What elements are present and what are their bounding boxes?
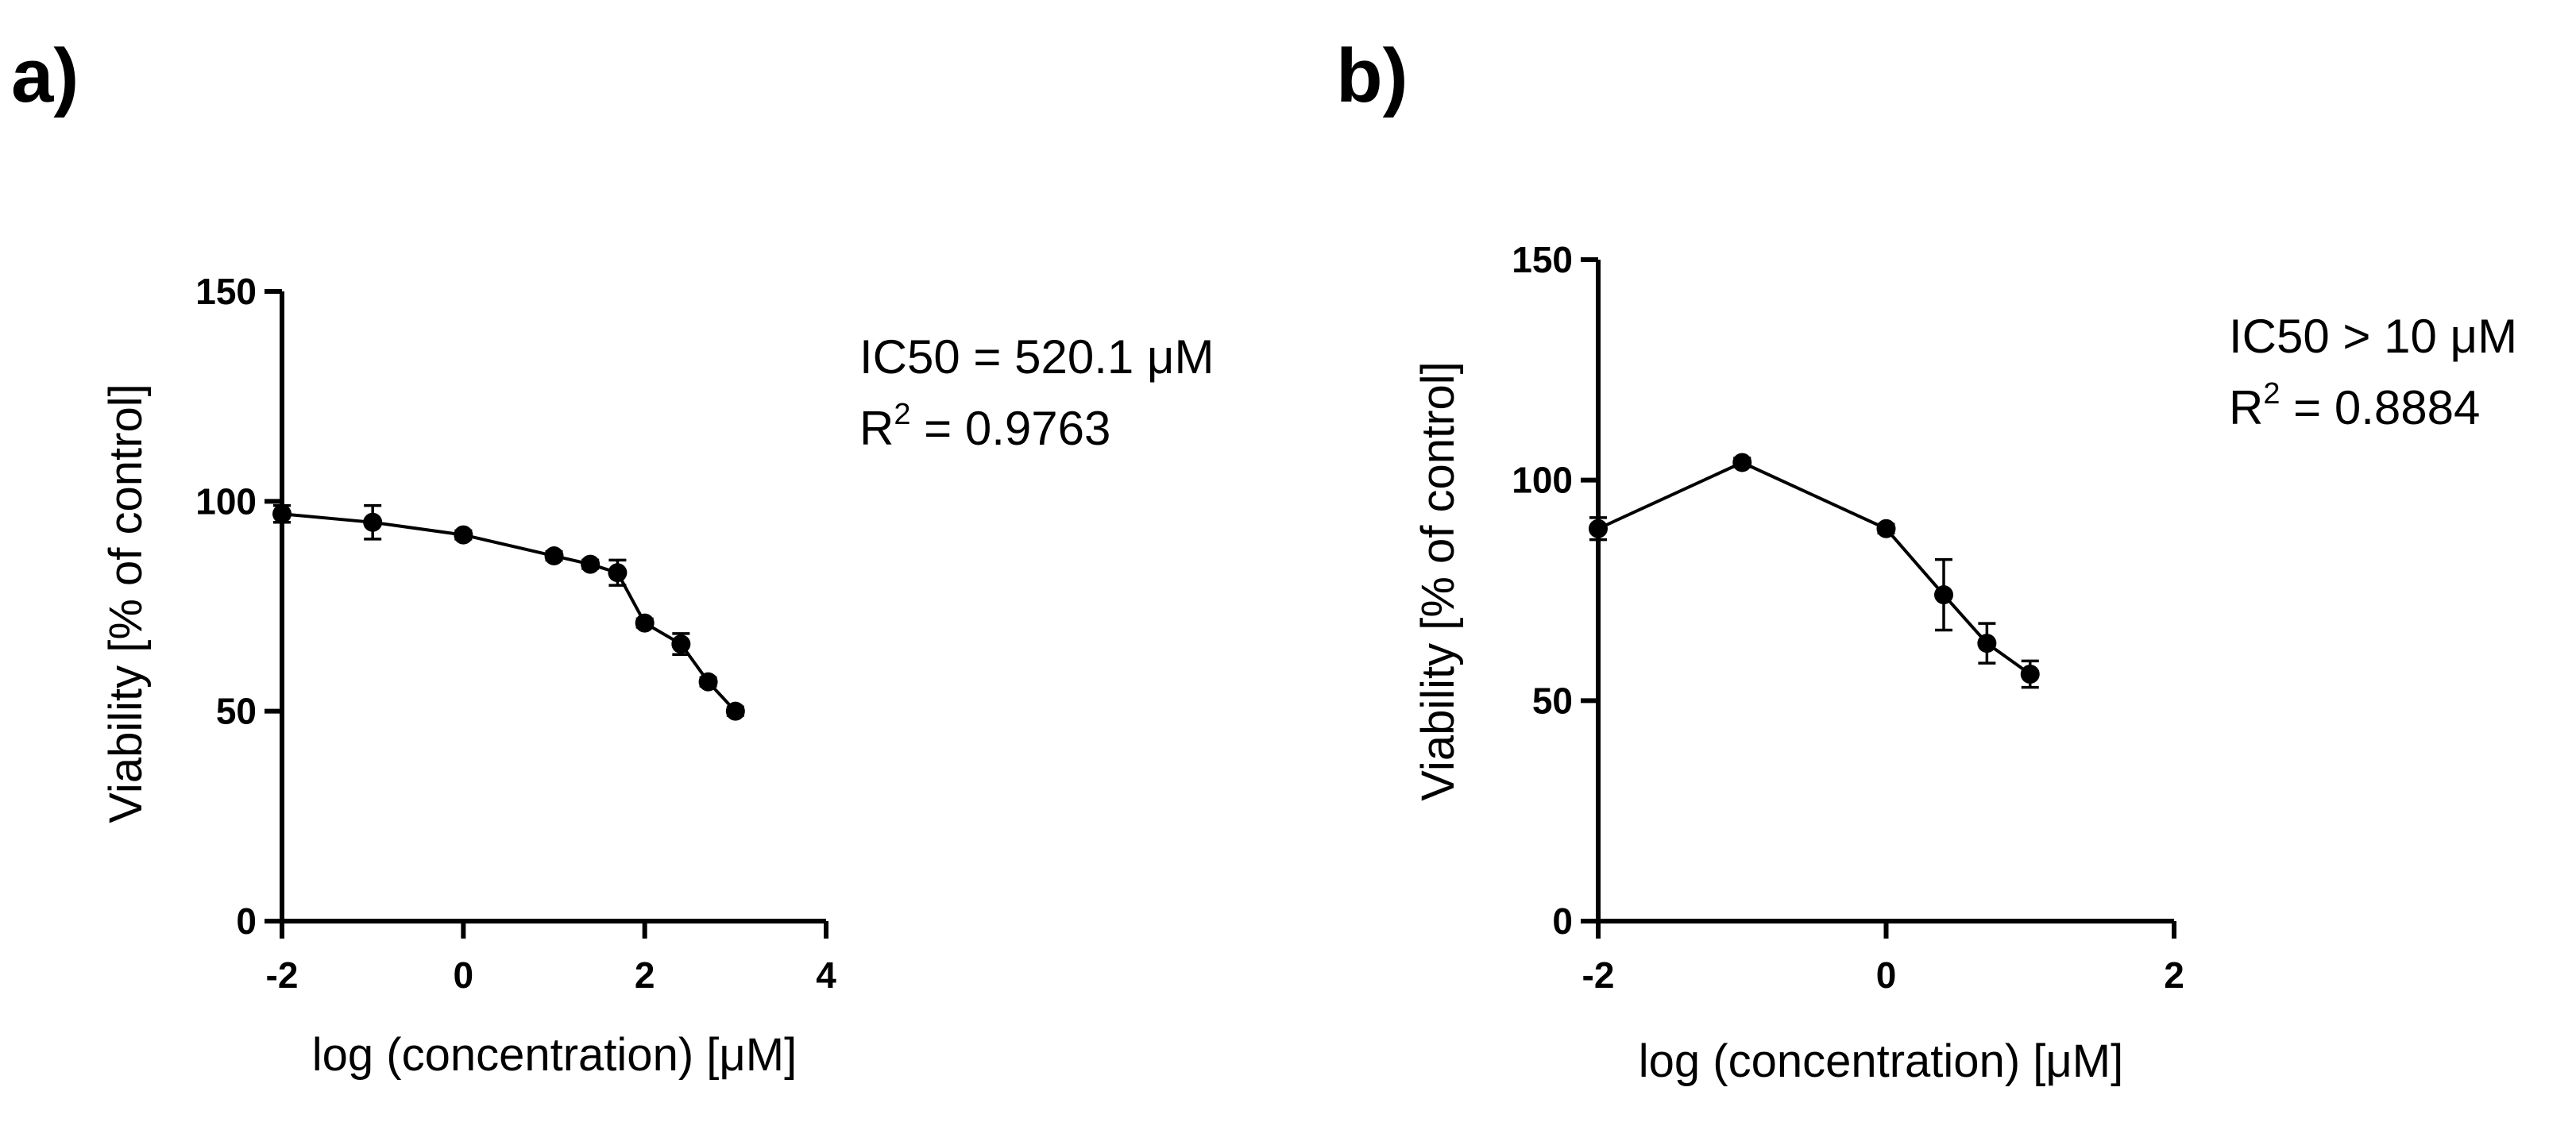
panel-a-x-tick-label: -2 [266, 954, 299, 996]
panel-b-ylabel: Viability [% of control] [1412, 361, 1464, 800]
panel-a-data-point [698, 672, 718, 692]
panel-b-x-tick-label: -2 [1582, 954, 1615, 996]
panel-a-data-point [544, 546, 564, 566]
panel-a-data-point [608, 563, 628, 583]
panel-a-ic50: IC50 = 520.1 μM [859, 330, 1214, 384]
panel-a-y-tick-label: 50 [216, 691, 257, 732]
panel-a-data-point [581, 554, 601, 574]
panel-b-r2: R2 = 0.8884 [2229, 377, 2480, 434]
panel-a-label: a) [11, 33, 79, 118]
panel-a-data-point [272, 504, 292, 524]
panel-a-x-tick-label: 0 [454, 954, 474, 996]
panel-b-data-point [1934, 585, 1953, 605]
panel-a-data-point [454, 525, 473, 545]
panel-a-xlabel: log (concentration) [μM] [312, 1029, 797, 1081]
panel-a-y-tick-label: 150 [195, 271, 257, 312]
panel-a-y-tick-label: 0 [236, 900, 257, 942]
panel-a-data-point [725, 701, 745, 721]
panel-b-data-point [1977, 634, 1997, 654]
panel-b-y-tick-label: 0 [1552, 900, 1573, 942]
panel-a-r2: R2 = 0.9763 [859, 398, 1110, 455]
panel-a-data-point [635, 613, 655, 633]
panel-a-y-tick-label: 100 [195, 480, 257, 522]
panel-a-data-point [671, 634, 691, 654]
panel-b-marks [1589, 453, 2040, 689]
panel-b-x-tick-label: 0 [1876, 954, 1897, 996]
panel-b-y-tick-label: 150 [1512, 239, 1573, 280]
panel-b-data-point [1589, 519, 1608, 538]
panel-b-y-tick-label: 100 [1512, 460, 1573, 501]
panel-b-label: b) [1336, 33, 1408, 118]
panel-b-x-tick-label: 2 [2164, 954, 2184, 996]
panel-b-data-point [1732, 453, 1752, 472]
panel-b-data-point [2020, 665, 2040, 684]
panel-a-marks [272, 503, 745, 721]
panel-a-series-line [281, 512, 737, 713]
panel-b-ic50: IC50 > 10 μM [2229, 310, 2517, 363]
panel-b: b) Viability [% of control] log (concent… [1336, 33, 2517, 1087]
panel-a-data-point [363, 512, 383, 532]
panel-a-ylabel: Viability [% of control] [100, 384, 152, 823]
panel-b-series-line [1597, 461, 2031, 676]
panel-a-x-tick-label: 2 [635, 954, 655, 996]
panel-b-data-point [1876, 519, 1896, 538]
panel-b-y-tick-label: 50 [1532, 680, 1573, 721]
panel-a: a) Viability [% of control] log (concent… [11, 33, 1214, 1081]
panel-a-x-tick-label: 4 [816, 954, 836, 996]
panel-b-xlabel: log (concentration) [μM] [1639, 1035, 2123, 1087]
